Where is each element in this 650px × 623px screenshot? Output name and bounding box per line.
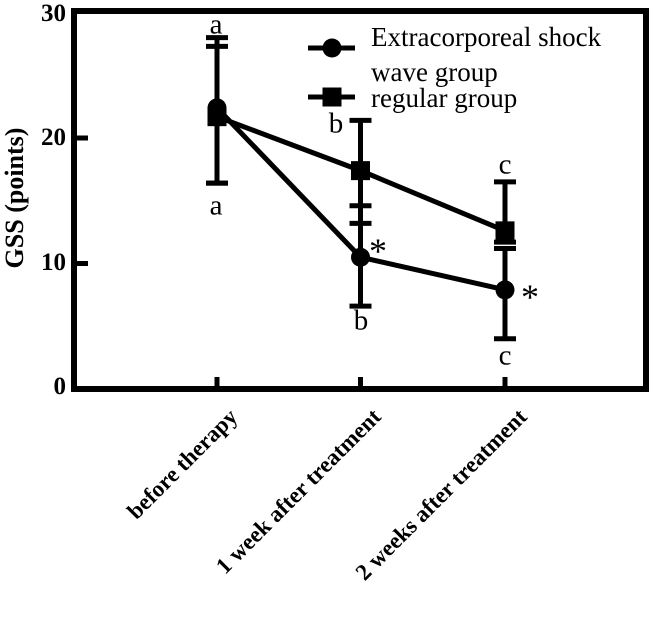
annotation-c-top: c [498, 148, 512, 181]
data-point-square [351, 161, 370, 181]
legend-square-icon [322, 87, 342, 107]
y-tick-label-0: 0 [53, 373, 67, 400]
data-point-circle [351, 247, 370, 267]
annotation-a-top: a [209, 8, 223, 41]
y-tick-label-20: 20 [41, 124, 66, 151]
legend-circle-marker [308, 38, 355, 58]
legend-label-shock-wave-group: Extracorporeal shock wave group [371, 22, 602, 87]
annotation-b-top: b [328, 107, 344, 140]
y-tick-label-30: 30 [41, 0, 66, 27]
annotation-asterisk-2-weeks: * [521, 277, 539, 317]
legend-circle-icon [322, 38, 342, 58]
y-axis-title: GSS (points) [0, 127, 29, 269]
legend-square-marker [308, 87, 355, 107]
y-tick-label-10: 10 [41, 249, 66, 276]
legend-label-regular-group: regular group [371, 83, 518, 113]
annotation-b-bottom: b [353, 304, 369, 337]
annotation-asterisk-1-week: * [369, 231, 387, 271]
axis-frame [71, 8, 649, 392]
data-point-square [495, 221, 515, 241]
annotation-c-bottom: c [498, 339, 512, 372]
annotation-a-bottom: a [209, 189, 223, 222]
data-point-circle [495, 280, 515, 300]
data-point-square [207, 107, 227, 127]
